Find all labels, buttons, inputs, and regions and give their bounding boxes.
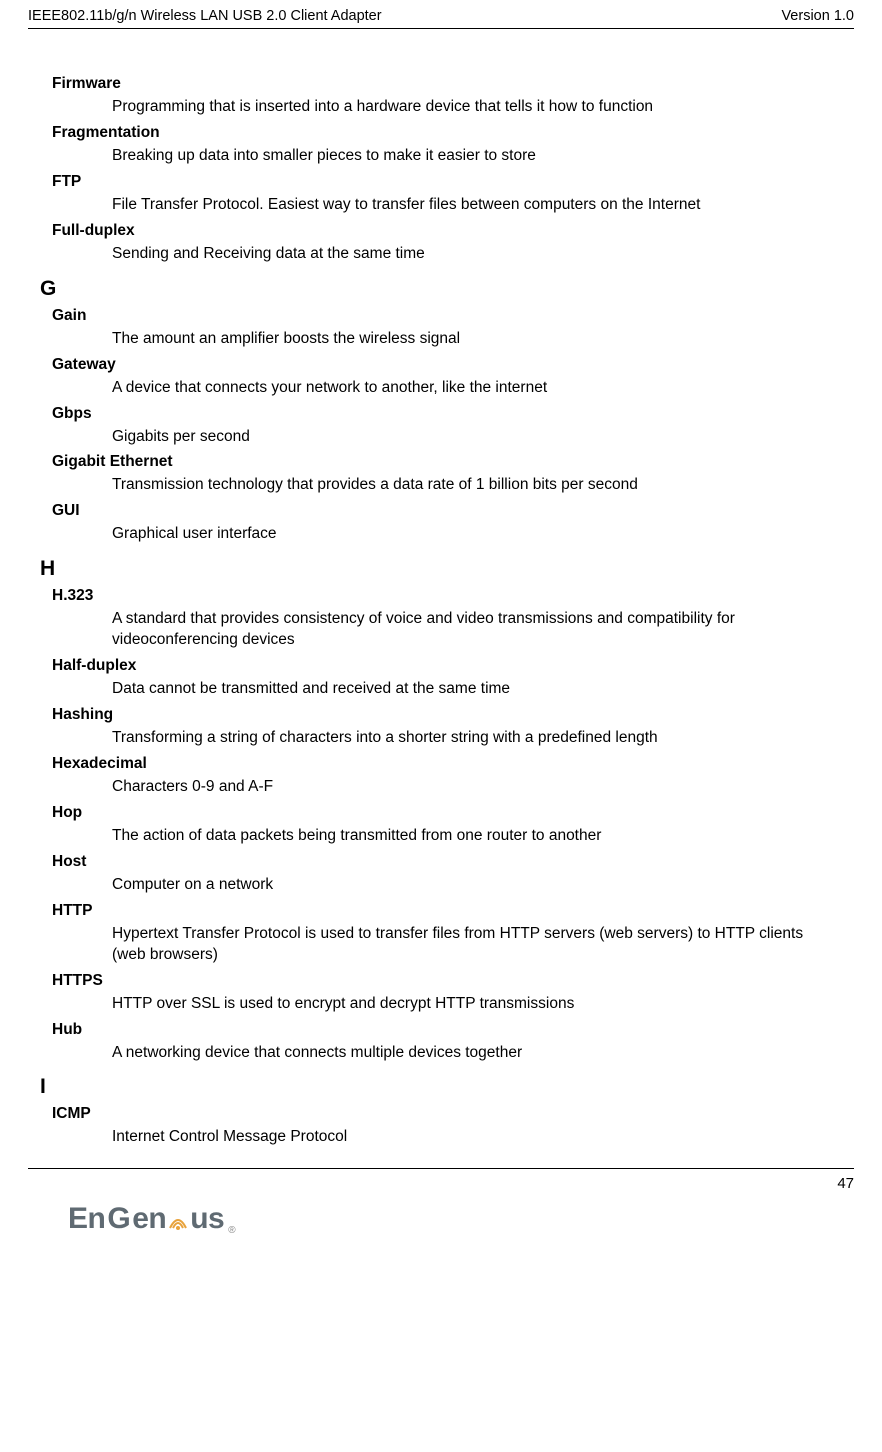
header-left: IEEE802.11b/g/n Wireless LAN USB 2.0 Cli…: [28, 8, 382, 24]
glossary-term: Gbps: [52, 405, 842, 423]
glossary-term: H.323: [52, 587, 842, 605]
glossary-term: GUI: [52, 502, 842, 520]
glossary-definition: Internet Control Message Protocol: [112, 1127, 842, 1148]
glossary-term: Full-duplex: [52, 222, 842, 240]
glossary-definition: Transmission technology that provides a …: [112, 475, 842, 496]
glossary-term: ICMP: [52, 1105, 842, 1123]
wifi-icon: [168, 1208, 188, 1232]
glossary-definition: Transforming a string of characters into…: [112, 728, 842, 749]
glossary-definition: A networking device that connects multip…: [112, 1043, 842, 1064]
glossary-term: FTP: [52, 173, 842, 191]
logo-container: En G en us ®: [28, 1198, 854, 1248]
page-header: IEEE802.11b/g/n Wireless LAN USB 2.0 Cli…: [28, 0, 854, 29]
glossary-definition: Sending and Receiving data at the same t…: [112, 244, 842, 265]
glossary-term: Host: [52, 853, 842, 871]
glossary-definition: HTTP over SSL is used to encrypt and dec…: [112, 994, 842, 1015]
glossary-definition: A standard that provides consistency of …: [112, 609, 842, 651]
glossary-term: Hashing: [52, 706, 842, 724]
glossary-definition: A device that connects your network to a…: [112, 378, 842, 399]
glossary-definition: Gigabits per second: [112, 427, 842, 448]
glossary-term: Hub: [52, 1021, 842, 1039]
glossary-term: Gateway: [52, 356, 842, 374]
glossary-definition: Programming that is inserted into a hard…: [112, 97, 842, 118]
glossary-term: Hop: [52, 804, 842, 822]
glossary-term: Fragmentation: [52, 124, 842, 142]
header-right: Version 1.0: [781, 8, 854, 24]
section-letter: H: [40, 557, 842, 581]
glossary-definition: Data cannot be transmitted and received …: [112, 679, 842, 700]
glossary-definition: Graphical user interface: [112, 524, 842, 545]
glossary-term: Half-duplex: [52, 657, 842, 675]
logo-text-en: En: [68, 1202, 105, 1236]
glossary-term: Gigabit Ethernet: [52, 453, 842, 471]
glossary-term: Firmware: [52, 75, 842, 93]
registered-mark: ®: [228, 1225, 235, 1236]
glossary-definition: Computer on a network: [112, 875, 842, 896]
glossary-definition: The amount an amplifier boosts the wirel…: [112, 329, 842, 350]
logo-text-en2: en: [132, 1202, 166, 1236]
glossary-term: Hexadecimal: [52, 755, 842, 773]
glossary-term: HTTPS: [52, 972, 842, 990]
glossary-term: HTTP: [52, 902, 842, 920]
glossary-definition: Hypertext Transfer Protocol is used to t…: [112, 924, 842, 966]
section-letter: G: [40, 277, 842, 301]
glossary-definition: The action of data packets being transmi…: [112, 826, 842, 847]
logo-text-g: G: [107, 1202, 130, 1236]
glossary-definition: Breaking up data into smaller pieces to …: [112, 146, 842, 167]
glossary-term: Gain: [52, 307, 842, 325]
glossary-definition: Characters 0-9 and A-F: [112, 777, 842, 798]
logo-text-us: us: [190, 1202, 224, 1236]
page-footer: 47: [28, 1169, 854, 1198]
page-number: 47: [837, 1175, 854, 1192]
glossary-definition: File Transfer Protocol. Easiest way to t…: [112, 195, 842, 216]
section-letter: I: [40, 1075, 842, 1099]
glossary-content: Firmware Programming that is inserted int…: [28, 29, 854, 1148]
page: IEEE802.11b/g/n Wireless LAN USB 2.0 Cli…: [0, 0, 882, 1248]
engenius-logo: En G en us ®: [68, 1202, 854, 1236]
